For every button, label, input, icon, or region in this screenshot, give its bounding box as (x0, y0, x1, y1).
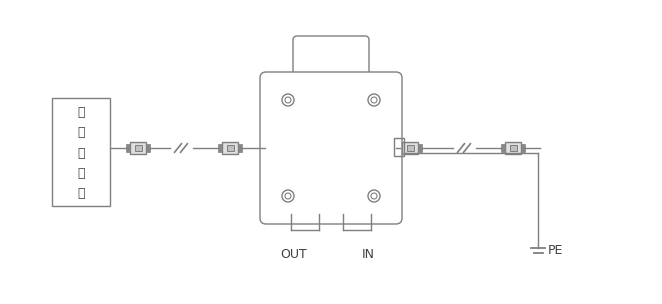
FancyBboxPatch shape (260, 72, 402, 224)
Text: 保: 保 (77, 126, 85, 139)
Polygon shape (126, 144, 130, 152)
Text: OUT: OUT (280, 248, 307, 261)
Text: 备: 备 (77, 187, 85, 200)
Polygon shape (521, 144, 525, 152)
Polygon shape (398, 144, 402, 152)
Polygon shape (130, 142, 146, 154)
Polygon shape (222, 142, 238, 154)
Text: IN: IN (362, 248, 375, 261)
Polygon shape (418, 144, 422, 152)
Text: 护: 护 (77, 147, 85, 160)
Text: 被: 被 (77, 106, 85, 119)
Text: PE: PE (548, 244, 563, 257)
Polygon shape (501, 144, 505, 152)
Polygon shape (406, 145, 414, 151)
Polygon shape (510, 145, 516, 151)
FancyBboxPatch shape (293, 36, 369, 82)
Text: 设: 设 (77, 167, 85, 180)
Polygon shape (218, 144, 222, 152)
Polygon shape (226, 145, 234, 151)
Polygon shape (146, 144, 150, 152)
Polygon shape (402, 142, 418, 154)
Polygon shape (505, 142, 521, 154)
Polygon shape (134, 145, 142, 151)
Polygon shape (238, 144, 242, 152)
